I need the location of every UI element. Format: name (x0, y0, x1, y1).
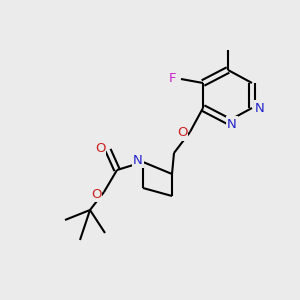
Text: N: N (133, 154, 143, 166)
Text: O: O (95, 142, 105, 154)
Text: F: F (169, 71, 177, 85)
Text: N: N (255, 101, 265, 115)
Text: O: O (91, 188, 101, 200)
Text: O: O (177, 127, 187, 140)
Text: N: N (227, 118, 237, 130)
